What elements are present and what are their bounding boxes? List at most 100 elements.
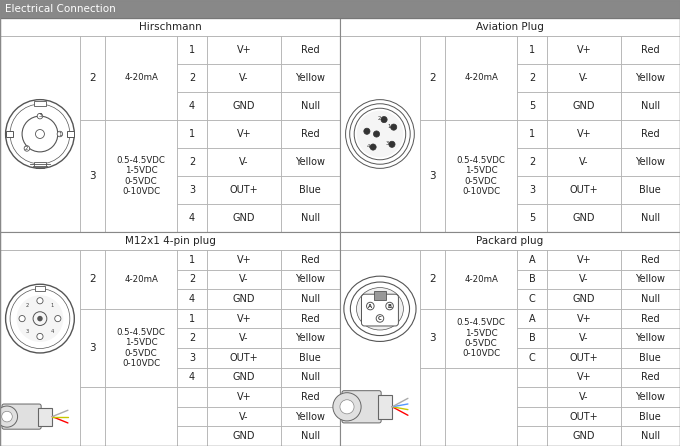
Bar bbox=[445, 368, 517, 446]
Bar bbox=[378, 395, 392, 419]
Circle shape bbox=[37, 297, 43, 304]
Text: Null: Null bbox=[641, 213, 660, 223]
Text: GND: GND bbox=[233, 431, 255, 441]
Text: M12x1 4-pin plug: M12x1 4-pin plug bbox=[124, 236, 216, 246]
Bar bbox=[80, 387, 105, 446]
Text: 5: 5 bbox=[529, 101, 535, 111]
Bar bbox=[420, 250, 445, 309]
Text: Electrical Connection: Electrical Connection bbox=[5, 4, 116, 14]
Bar bbox=[35, 286, 45, 291]
Bar bbox=[0, 232, 340, 250]
Text: 2: 2 bbox=[189, 73, 195, 83]
Bar bbox=[420, 36, 445, 120]
Text: 0.5-4.5VDC
1-5VDC
0-5VDC
0-10VDC: 0.5-4.5VDC 1-5VDC 0-5VDC 0-10VDC bbox=[457, 318, 505, 358]
Circle shape bbox=[376, 314, 384, 322]
Bar bbox=[280, 269, 340, 289]
Bar bbox=[177, 387, 207, 407]
Ellipse shape bbox=[356, 288, 403, 330]
Bar bbox=[207, 36, 280, 64]
Text: 3: 3 bbox=[529, 185, 535, 195]
Text: Yellow: Yellow bbox=[295, 333, 325, 343]
Text: GND: GND bbox=[573, 431, 595, 441]
Bar bbox=[177, 120, 207, 148]
Text: 2: 2 bbox=[189, 157, 195, 167]
Bar bbox=[620, 64, 680, 92]
Text: Yellow: Yellow bbox=[635, 73, 665, 83]
Text: Blue: Blue bbox=[299, 353, 321, 363]
Bar bbox=[620, 426, 680, 446]
Bar bbox=[0, 18, 340, 232]
Bar bbox=[67, 131, 74, 137]
Bar bbox=[280, 36, 340, 64]
Bar bbox=[340, 232, 680, 446]
Bar bbox=[105, 250, 177, 309]
Bar bbox=[547, 368, 620, 387]
Text: Red: Red bbox=[301, 129, 320, 139]
Text: Packard plug: Packard plug bbox=[477, 236, 543, 246]
Bar bbox=[280, 407, 340, 426]
Bar bbox=[177, 92, 207, 120]
Text: V+: V+ bbox=[237, 129, 252, 139]
Text: 3: 3 bbox=[189, 353, 195, 363]
Bar bbox=[517, 36, 547, 64]
Bar bbox=[340, 232, 680, 250]
FancyBboxPatch shape bbox=[342, 391, 381, 423]
Circle shape bbox=[356, 111, 403, 157]
Circle shape bbox=[386, 302, 393, 310]
Bar bbox=[445, 250, 517, 309]
Text: 4-20mA: 4-20mA bbox=[124, 275, 158, 284]
Bar bbox=[38, 408, 52, 425]
Bar bbox=[0, 0, 680, 18]
Text: 4: 4 bbox=[189, 101, 195, 111]
Text: Null: Null bbox=[301, 372, 320, 382]
Bar bbox=[517, 176, 547, 204]
Text: Red: Red bbox=[301, 392, 320, 402]
Bar bbox=[547, 269, 620, 289]
Circle shape bbox=[2, 411, 12, 422]
Text: V+: V+ bbox=[577, 255, 592, 265]
Text: 4-20mA: 4-20mA bbox=[124, 74, 158, 83]
Text: 4-20mA: 4-20mA bbox=[464, 275, 498, 284]
FancyBboxPatch shape bbox=[2, 404, 41, 429]
Bar bbox=[0, 18, 340, 36]
Text: 1: 1 bbox=[189, 314, 195, 324]
Text: V+: V+ bbox=[577, 129, 592, 139]
Circle shape bbox=[340, 400, 354, 414]
Bar bbox=[0, 232, 340, 446]
Bar bbox=[547, 64, 620, 92]
Bar bbox=[207, 204, 280, 232]
Text: Hirschmann: Hirschmann bbox=[139, 22, 201, 32]
Bar bbox=[280, 387, 340, 407]
Text: 4: 4 bbox=[51, 329, 54, 334]
Bar bbox=[517, 289, 547, 309]
Bar bbox=[547, 204, 620, 232]
Text: A: A bbox=[529, 314, 535, 324]
Circle shape bbox=[389, 141, 395, 147]
Bar bbox=[517, 348, 547, 368]
Circle shape bbox=[0, 406, 18, 427]
Text: 1: 1 bbox=[529, 129, 535, 139]
Bar bbox=[620, 36, 680, 64]
Text: 3: 3 bbox=[429, 333, 436, 343]
Text: Yellow: Yellow bbox=[295, 274, 325, 285]
Text: 1: 1 bbox=[51, 303, 54, 309]
Bar bbox=[620, 176, 680, 204]
Text: 0.5-4.5VDC
1-5VDC
0-5VDC
0-10VDC: 0.5-4.5VDC 1-5VDC 0-5VDC 0-10VDC bbox=[117, 156, 165, 196]
Circle shape bbox=[367, 302, 374, 310]
Bar bbox=[547, 387, 620, 407]
Text: V+: V+ bbox=[577, 314, 592, 324]
Bar bbox=[340, 36, 420, 232]
Bar bbox=[34, 101, 46, 106]
Text: V-: V- bbox=[579, 333, 589, 343]
Text: GND: GND bbox=[233, 294, 255, 304]
Text: A: A bbox=[529, 255, 535, 265]
Text: 3: 3 bbox=[89, 343, 96, 353]
Bar bbox=[280, 92, 340, 120]
Text: Null: Null bbox=[301, 431, 320, 441]
Circle shape bbox=[381, 116, 387, 123]
Text: Null: Null bbox=[301, 101, 320, 111]
Bar bbox=[547, 92, 620, 120]
Bar bbox=[517, 426, 547, 446]
Bar bbox=[517, 407, 547, 426]
Bar bbox=[620, 309, 680, 328]
